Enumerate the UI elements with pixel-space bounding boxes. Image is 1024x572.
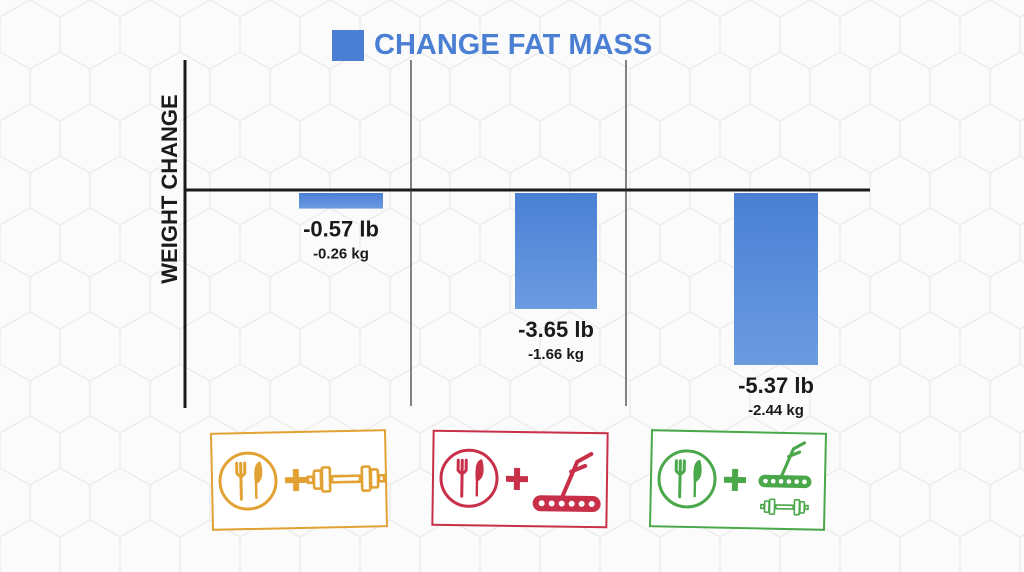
dumbbell-icon (760, 498, 809, 516)
bar (515, 193, 597, 309)
bar (299, 193, 383, 209)
treadmill-icon (758, 441, 812, 489)
plus-icon (723, 468, 747, 491)
legend-label: CHANGE FAT MASS (374, 29, 652, 61)
dumbbell-icon (306, 465, 386, 493)
plus-icon (505, 467, 529, 490)
bar (734, 193, 818, 365)
legend-swatch (332, 30, 364, 61)
treadmill-icon (532, 451, 601, 513)
data-sublabel: -2.44 kg (748, 402, 804, 419)
y-axis-label: WEIGHT CHANGE (157, 94, 182, 283)
data-sublabel: -1.66 kg (528, 346, 584, 363)
data-label: -0.57 lb (303, 217, 379, 242)
data-sublabel: -0.26 kg (313, 246, 369, 263)
plus-icon (284, 469, 308, 492)
legend: CHANGE FAT MASS (332, 29, 652, 61)
data-label: -5.37 lb (738, 373, 814, 398)
fork-knife-icon (218, 451, 278, 511)
category-icon-box (431, 429, 609, 529)
category-icon-box (209, 429, 389, 531)
fork-knife-icon (657, 449, 717, 509)
fork-knife-icon (439, 448, 499, 508)
data-label: -3.65 lb (518, 317, 594, 342)
category-icon-box (648, 429, 828, 531)
